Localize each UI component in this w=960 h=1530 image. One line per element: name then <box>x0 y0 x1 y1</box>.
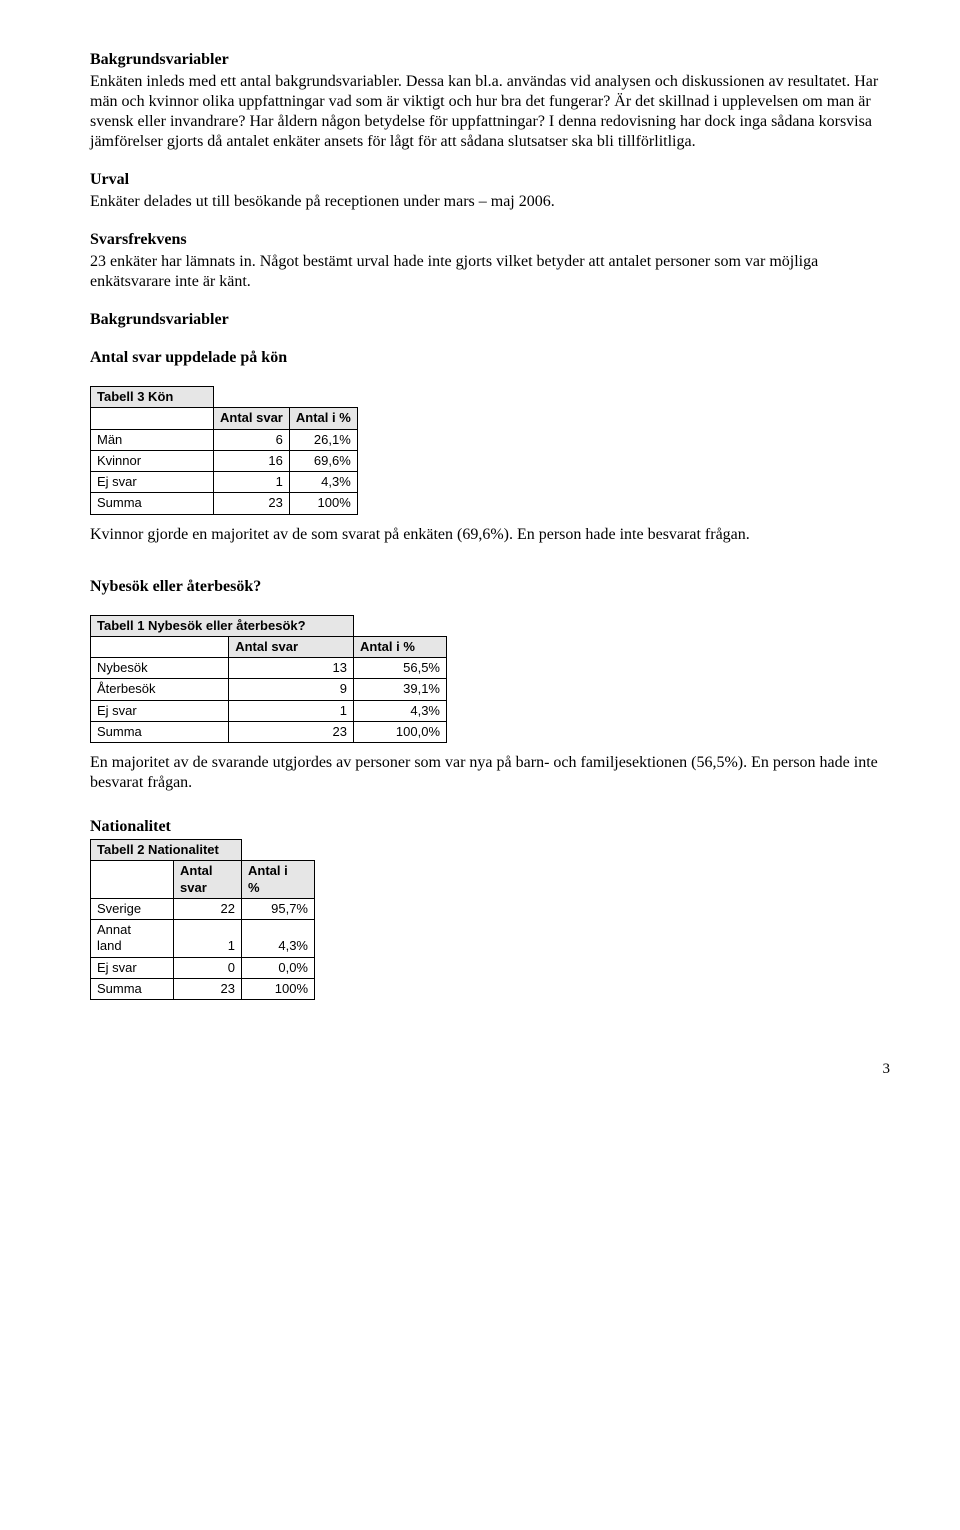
heading-svarsfrekvens: Svarsfrekvens <box>90 230 890 250</box>
table-row: Återbesök 9 39,1% <box>91 679 447 700</box>
row-label: Annatland <box>91 920 174 958</box>
page-number: 3 <box>90 1060 890 1079</box>
cell: 23 <box>229 721 354 742</box>
subheading-kon: Antal svar uppdelade på kön <box>90 348 890 368</box>
heading-nationalitet: Nationalitet <box>90 817 890 837</box>
cell: 6 <box>214 429 290 450</box>
col-antal-pct: Antal i % <box>354 636 447 657</box>
para-after-kon: Kvinnor gjorde en majoritet av de som sv… <box>90 525 890 545</box>
cell: 1 <box>229 700 354 721</box>
table-row: Män 6 26,1% <box>91 429 358 450</box>
table-row: Nybesök 13 56,5% <box>91 658 447 679</box>
row-label: Nybesök <box>91 658 229 679</box>
table-nybesok: Tabell 1 Nybesök eller återbesök? Antal … <box>90 615 447 744</box>
cell: 39,1% <box>354 679 447 700</box>
table-row: Summa 23 100% <box>91 978 315 999</box>
row-label: Ej svar <box>91 700 229 721</box>
cell: 100% <box>289 493 357 514</box>
row-label: Sverige <box>91 898 174 919</box>
heading-nybesok: Nybesök eller återbesök? <box>90 577 890 597</box>
cell: 4,3% <box>354 700 447 721</box>
cell: 0 <box>174 957 242 978</box>
table-title: Tabell 3 Kön <box>91 387 214 408</box>
heading-bakgrundsvariabler-1: Bakgrundsvariabler <box>90 50 890 70</box>
row-label: Summa <box>91 721 229 742</box>
cell: 26,1% <box>289 429 357 450</box>
cell: 69,6% <box>289 450 357 471</box>
table-row: Ej svar 1 4,3% <box>91 700 447 721</box>
cell: 1 <box>214 472 290 493</box>
row-label: Återbesök <box>91 679 229 700</box>
cell: 4,3% <box>289 472 357 493</box>
para-bakgrundsvariabler: Enkäten inleds med ett antal bakgrundsva… <box>90 72 890 152</box>
para-after-nybesok: En majoritet av de svarande utgjordes av… <box>90 753 890 793</box>
cell: 1 <box>174 920 242 958</box>
table-kon: Tabell 3 Kön Antal svar Antal i % Män 6 … <box>90 386 358 515</box>
col-antal-svar: Antalsvar <box>174 861 242 899</box>
heading-bakgrundsvariabler-2: Bakgrundsvariabler <box>90 310 890 330</box>
cell: 23 <box>174 978 242 999</box>
para-urval: Enkäter delades ut till besökande på rec… <box>90 192 890 212</box>
table-row: Ej svar 0 0,0% <box>91 957 315 978</box>
row-label: Män <box>91 429 214 450</box>
cell: 100% <box>242 978 315 999</box>
table-row: Sverige 22 95,7% <box>91 898 315 919</box>
table-row: Summa 23 100% <box>91 493 358 514</box>
table-nationalitet: Tabell 2 Nationalitet Antalsvar Antal i%… <box>90 839 315 1000</box>
row-label: Summa <box>91 493 214 514</box>
col-antal-svar: Antal svar <box>214 408 290 429</box>
cell: 56,5% <box>354 658 447 679</box>
col-antal-pct: Antal i % <box>289 408 357 429</box>
table-row: Ej svar 1 4,3% <box>91 472 358 493</box>
cell: 95,7% <box>242 898 315 919</box>
cell: 9 <box>229 679 354 700</box>
cell: 100,0% <box>354 721 447 742</box>
row-label: Ej svar <box>91 957 174 978</box>
table-title: Tabell 1 Nybesök eller återbesök? <box>91 615 354 636</box>
cell: 4,3% <box>242 920 315 958</box>
row-label: Kvinnor <box>91 450 214 471</box>
cell: 13 <box>229 658 354 679</box>
cell: 23 <box>214 493 290 514</box>
table-row: Annatland 1 4,3% <box>91 920 315 958</box>
table-row: Kvinnor 16 69,6% <box>91 450 358 471</box>
table-row: Summa 23 100,0% <box>91 721 447 742</box>
table-title: Tabell 2 Nationalitet <box>91 840 242 861</box>
col-antal-svar: Antal svar <box>229 636 354 657</box>
heading-urval: Urval <box>90 170 890 190</box>
row-label: Ej svar <box>91 472 214 493</box>
para-svarsfrekvens: 23 enkäter har lämnats in. Något bestämt… <box>90 252 890 292</box>
row-label: Summa <box>91 978 174 999</box>
cell: 16 <box>214 450 290 471</box>
col-antal-pct: Antal i% <box>242 861 315 899</box>
cell: 22 <box>174 898 242 919</box>
cell: 0,0% <box>242 957 315 978</box>
